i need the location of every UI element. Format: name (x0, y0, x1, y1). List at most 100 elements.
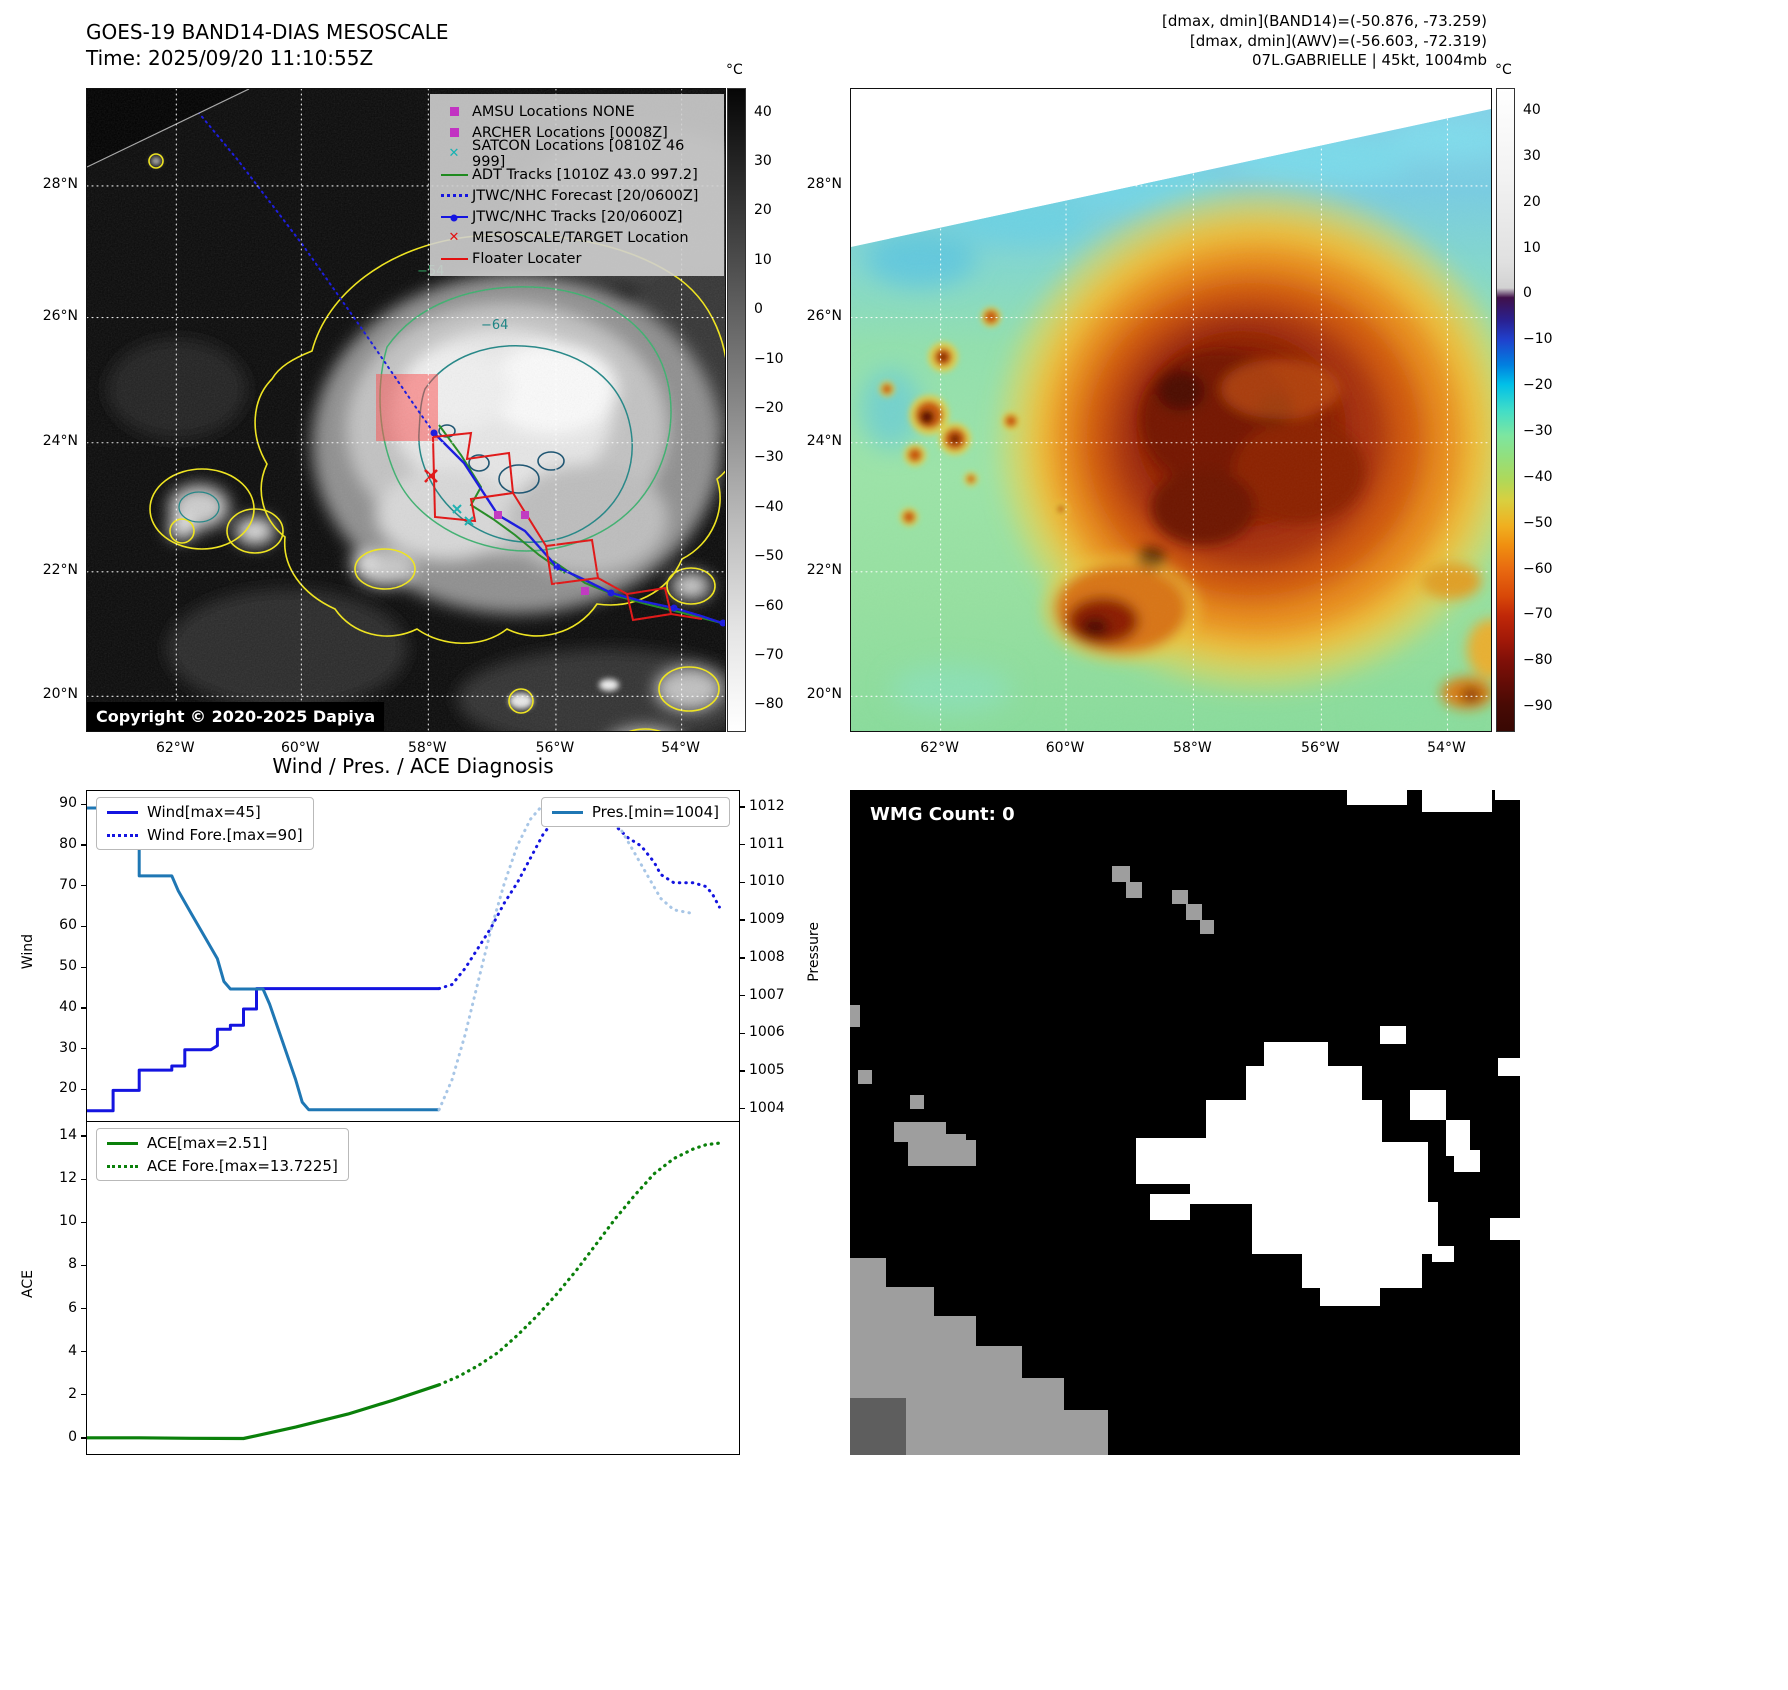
cbtick: 0 (754, 301, 763, 318)
lgrow: AMSU Locations NONE (436, 101, 718, 122)
cbtick: 30 (1523, 147, 1541, 164)
ymark (740, 1070, 745, 1072)
ymark (81, 885, 86, 887)
lglabel: ADT Tracks [1010Z 43.0 997.2] (472, 166, 698, 183)
awv-header: [dmax, dmin](BAND14)=(-50.876, -73.259) … (900, 12, 1487, 71)
band14-map-image: −54 −64 (87, 89, 725, 731)
ymark (740, 806, 745, 808)
ymark (740, 994, 745, 997)
maplab: 28°N (806, 175, 842, 192)
lglabel: Floater Locater (472, 250, 582, 267)
clmark (107, 1141, 138, 1145)
dmax-awv-line: [dmax, dmin](AWV)=(-56.603, -72.319) (1189, 31, 1487, 50)
ytick: 60 (59, 917, 77, 934)
lgmark: ✕ (436, 147, 472, 160)
lgmark (436, 107, 472, 116)
ytick: 1009 (749, 911, 785, 928)
lglabel: AMSU Locations NONE (472, 103, 635, 120)
maplab: 56°W (535, 740, 575, 756)
cllabel: ACE[max=2.51] (147, 1134, 268, 1152)
ytick: 0 (68, 1428, 77, 1445)
series-wind-max-45- (87, 987, 440, 1113)
lgrow: JTWC/NHC Tracks [20/0600Z] (436, 206, 718, 227)
series-pres-min-1004- (87, 806, 440, 1112)
maplab: 56°W (1301, 740, 1340, 756)
ymark (81, 1307, 86, 1310)
lgrow: ✕ SATCON Locations [0810Z 46 999] (436, 138, 718, 170)
wmg-panel: WMG Count: 0 (850, 790, 1520, 1455)
lglabel: JTWC/NHC Forecast [20/0600Z] (472, 187, 699, 204)
cbtick: −80 (1523, 652, 1553, 669)
wmg-corner-region (850, 1398, 906, 1455)
ymark (81, 1135, 86, 1137)
band14-title: GOES-19 BAND14-DIAS MESOSCALE (86, 20, 449, 44)
ymark (740, 1107, 745, 1110)
ymark (740, 881, 745, 884)
maplab: 24°N (806, 432, 842, 449)
ymark (81, 966, 86, 968)
band14-colorbar (727, 88, 746, 732)
maplab: 20°N (806, 686, 842, 703)
ymark (81, 803, 86, 805)
mk-x: ✕ (448, 230, 460, 245)
cbtick: −70 (754, 646, 784, 663)
cllabel: ACE Fore.[max=13.7225] (147, 1157, 338, 1175)
cllabel: Pres.[min=1004] (591, 803, 719, 821)
maplab: 60°W (1045, 740, 1085, 756)
lglabel: MESOSCALE/TARGET Location (472, 229, 689, 246)
cbtick: −10 (1523, 331, 1553, 348)
maplab: 22°N (42, 561, 78, 578)
mk-line (440, 214, 468, 221)
ytick: 1008 (749, 948, 785, 965)
contour-label-inner: −64 (481, 318, 508, 333)
pressure-axis-label: Pressure (806, 922, 822, 982)
maplab: 62°W (155, 740, 195, 756)
wmg-gray-clusters (850, 866, 1214, 1166)
cbtick: −50 (754, 548, 784, 565)
cbtick: −90 (1523, 698, 1553, 715)
series-ace-fore-max-13-7225- (437, 1141, 722, 1387)
ymark (81, 844, 86, 846)
mk-line (440, 173, 468, 176)
maplab: 54°W (661, 740, 700, 756)
awv-colorbar (1496, 88, 1515, 732)
cbtick: −60 (1523, 560, 1553, 577)
ytick: 1012 (749, 797, 785, 814)
mk-line (440, 257, 468, 260)
clmark (107, 810, 138, 814)
series-ace-max-2-51- (87, 1383, 440, 1441)
cbtick: 10 (1523, 239, 1541, 256)
cbtick: 20 (754, 202, 772, 219)
ytick: 30 (59, 1039, 77, 1056)
maplab: 20°N (42, 686, 78, 703)
cbtick: 20 (1523, 193, 1541, 210)
maplab: 22°N (806, 561, 842, 578)
maplab: 58°W (1173, 740, 1212, 756)
ace-axis-label: ACE (20, 1270, 36, 1298)
ytick: 1006 (749, 1024, 785, 1041)
chart-legend: ACE[max=2.51] ACE Fore.[max=13.7225] (96, 1128, 349, 1181)
ytick: 14 (59, 1127, 77, 1144)
cbtick: −10 (754, 350, 784, 367)
mk-line (440, 194, 468, 197)
ymark (81, 925, 86, 928)
maplab: 28°N (42, 175, 78, 192)
band14-map: −54 −64 AMSU Locations NONE ARCHER Locati… (86, 88, 726, 732)
ytick: 2 (68, 1385, 77, 1402)
lgmark: ✕ (436, 231, 472, 244)
mk-square (449, 128, 459, 137)
ytick: 1007 (749, 986, 785, 1003)
lgmark (436, 194, 472, 197)
ytick: 20 (59, 1080, 77, 1097)
mk-x: ✕ (448, 146, 460, 161)
cbtick: 10 (754, 251, 772, 268)
ytick: 1010 (749, 873, 785, 890)
ytick: 40 (59, 998, 77, 1015)
awv-map (850, 88, 1492, 732)
wind-pressure-chart: 20 30 40 50 60 70 80 90 1004 1005 1006 1007 1008 1009… (59, 790, 785, 1122)
cllabel: Wind Fore.[max=90] (147, 826, 303, 844)
diagnosis-title: Wind / Pres. / ACE Diagnosis (272, 754, 554, 778)
ymark (81, 1178, 86, 1180)
clrow: ACE[max=2.51] (107, 1134, 338, 1152)
